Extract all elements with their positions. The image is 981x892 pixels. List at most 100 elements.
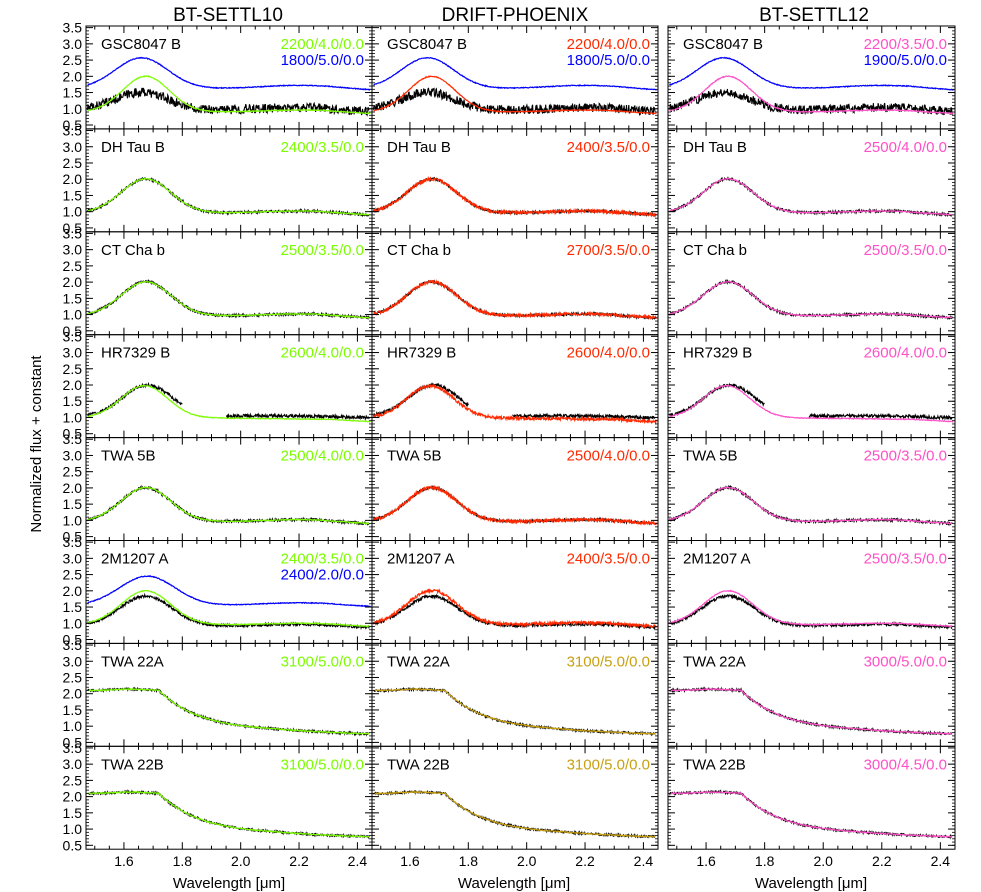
- panel-hr7329-b-bt-settl10: 0.51.01.52.02.53.03.5 HR7329 B 2600/4.0/0.…: [63, 328, 373, 442]
- y-tick-label: 2.5: [63, 155, 83, 171]
- object-name-label: HR7329 B: [683, 345, 752, 362]
- y-tick-label: 2.0: [63, 274, 83, 290]
- y-tick-label: 1.5: [63, 393, 83, 409]
- model-spectrum-line: [373, 75, 657, 115]
- x-tick-label: 2.4: [348, 853, 368, 869]
- model-parameter-label: 2200/4.0/0.0: [567, 36, 650, 53]
- observed-spectrum-line: [86, 87, 370, 117]
- observed-spectrum-line: [373, 789, 656, 839]
- model-spectrum-line: [372, 175, 657, 218]
- model-parameter-label: 2200/4.0/0.0: [281, 36, 364, 53]
- model-spectrum-line: [372, 588, 658, 630]
- observed-spectrum-line: [87, 381, 370, 421]
- y-tick-label: 0.5: [63, 529, 83, 545]
- model-spectrum-line: [669, 486, 953, 525]
- panel-gsc8047-b-bt-settl10: 0.51.01.52.02.53.03.5 GSC8047 B 2200/4.0/0…: [63, 20, 373, 133]
- model-spectrum-line: [87, 687, 370, 735]
- panel-dh-tau-b-bt-settl12: DH Tau B 2500/4.0/0.0: [667, 128, 956, 233]
- object-name-label: TWA 22A: [387, 653, 450, 670]
- y-tick-label: 2.0: [63, 171, 83, 187]
- observed-spectrum-line: [668, 88, 953, 116]
- model-parameter-label: 2500/4.0/0.0: [281, 448, 364, 465]
- y-tick-label: 3.5: [63, 534, 83, 550]
- y-tick-label: 2.0: [63, 480, 83, 496]
- y-tick-label: 2.5: [63, 464, 83, 480]
- panel-frame: [667, 745, 956, 850]
- model-parameter-label: 1900/5.0/0.0: [864, 52, 947, 69]
- panel-hr7329-b-bt-settl12: HR7329 B 2600/4.0/0.0: [667, 334, 956, 439]
- object-name-label: TWA 22A: [101, 653, 164, 670]
- model-parameter-label: 3000/4.5/0.0: [864, 756, 947, 773]
- object-name-label: 2M1207 A: [387, 551, 455, 568]
- model-parameter-label: 2700/3.5/0.0: [567, 242, 650, 259]
- y-tick-label: 3.0: [63, 36, 83, 52]
- x-axis-titles: Wavelength [μm] Wavelength [μm] Waveleng…: [173, 875, 867, 892]
- panel-ct-cha-b-bt-settl12: CT Cha b 2500/3.5/0.0: [667, 231, 956, 336]
- panel-twa-22b-bt-settl12: TWA 22B 3000/4.5/0.0 1.6 1.8 2.0 2.2 2.4: [667, 745, 956, 869]
- model-parameter-label: 2200/3.5/0.0: [864, 36, 947, 53]
- panel-frame: [371, 745, 659, 850]
- model-parameter-label: 2500/3.5/0.0: [864, 448, 947, 465]
- model-spectrum-line: [373, 790, 656, 838]
- y-tick-label: 1.5: [63, 599, 83, 615]
- y-tick-label: 3.5: [63, 20, 83, 36]
- panel-ct-cha-b-drift-phoenix: CT Cha b 2700/3.5/0.0: [371, 231, 659, 336]
- object-name-label: DH Tau B: [101, 139, 165, 156]
- model-parameter-label: 2500/4.0/0.0: [567, 448, 650, 465]
- y-tick-label: 3.5: [63, 225, 83, 241]
- y-tick-label: 3.5: [63, 740, 83, 756]
- x-tick-label: 2.2: [289, 853, 309, 869]
- y-tick-label: 0.5: [63, 426, 83, 442]
- model-parameter-label: 3100/5.0/0.0: [567, 756, 650, 773]
- model-parameter-label: 2400/3.5/0.0: [567, 139, 650, 156]
- object-name-label: 2M1207 A: [101, 551, 169, 568]
- y-tick-label: 2.5: [63, 567, 83, 583]
- y-tick-label: 1.0: [63, 821, 83, 837]
- observed-spectrum-line: [668, 789, 953, 840]
- object-name-label: CT Cha b: [101, 242, 165, 259]
- object-name-label: TWA 22B: [387, 756, 450, 773]
- panel-2m1207-a-bt-settl10: 0.51.01.52.02.53.03.5 2M1207 A 2400/3.5/0.…: [63, 534, 373, 648]
- model-parameter-label: 2600/4.0/0.0: [864, 345, 947, 362]
- object-name-label: TWA 22A: [683, 653, 746, 670]
- y-tick-label: 1.5: [63, 290, 83, 306]
- model-spectrum-line: [373, 383, 657, 425]
- x-tick-label: 2.2: [872, 853, 892, 869]
- object-name-label: TWA 5B: [683, 448, 737, 465]
- y-tick-label: 1.0: [63, 204, 83, 220]
- y-tick-label: 1.5: [63, 187, 83, 203]
- y-tick-label: 1.0: [63, 615, 83, 631]
- model-parameter-label: 2500/4.0/0.0: [864, 139, 947, 156]
- model-parameter-label: 2400/3.5/0.0: [281, 139, 364, 156]
- object-name-label: CT Cha b: [387, 242, 451, 259]
- model-spectrum-line: [87, 75, 371, 115]
- x-tick-label: 1.8: [459, 853, 479, 869]
- model-spectrum-line: [373, 278, 657, 321]
- observed-spectrum-line: [372, 382, 656, 421]
- model-parameter-label: 3100/5.0/0.0: [281, 756, 364, 773]
- model-spectrum-line: [373, 56, 657, 91]
- observed-spectrum-line: [86, 176, 370, 218]
- panel-hr7329-b-drift-phoenix: HR7329 B 2600/4.0/0.0: [371, 334, 659, 439]
- y-tick-label: 2.0: [63, 377, 83, 393]
- panel-twa-5b-bt-settl10: 0.51.01.52.02.53.03.5 TWA 5B 2500/4.0/0.0: [63, 431, 373, 545]
- object-name-label: GSC8047 B: [387, 36, 467, 53]
- observed-spectrum-line: [87, 686, 370, 737]
- y-tick-label: 0.5: [63, 117, 83, 133]
- model-spectrum-line: [87, 177, 370, 216]
- x-axis-title-col-2: Wavelength [μm]: [458, 875, 570, 892]
- y-tick-label: 1.5: [63, 805, 83, 821]
- panel-2m1207-a-drift-phoenix: 2M1207 A 2400/3.5/0.0: [371, 540, 659, 644]
- object-name-label: DH Tau B: [683, 139, 747, 156]
- y-tick-label: 1.0: [63, 512, 83, 528]
- y-tick-label: 3.0: [63, 139, 83, 155]
- y-tick-label: 0.5: [63, 220, 83, 236]
- panel-twa-22a-bt-settl12: TWA 22A 3000/5.0/0.0: [667, 642, 956, 747]
- object-name-label: GSC8047 B: [101, 36, 181, 53]
- model-parameter-label: 2400/3.5/0.0: [281, 551, 364, 568]
- model-spectrum-line: [669, 384, 954, 423]
- y-tick-label: 3.0: [63, 447, 83, 463]
- y-tick-label: 3.5: [63, 637, 83, 653]
- y-tick-label: 3.5: [63, 123, 83, 139]
